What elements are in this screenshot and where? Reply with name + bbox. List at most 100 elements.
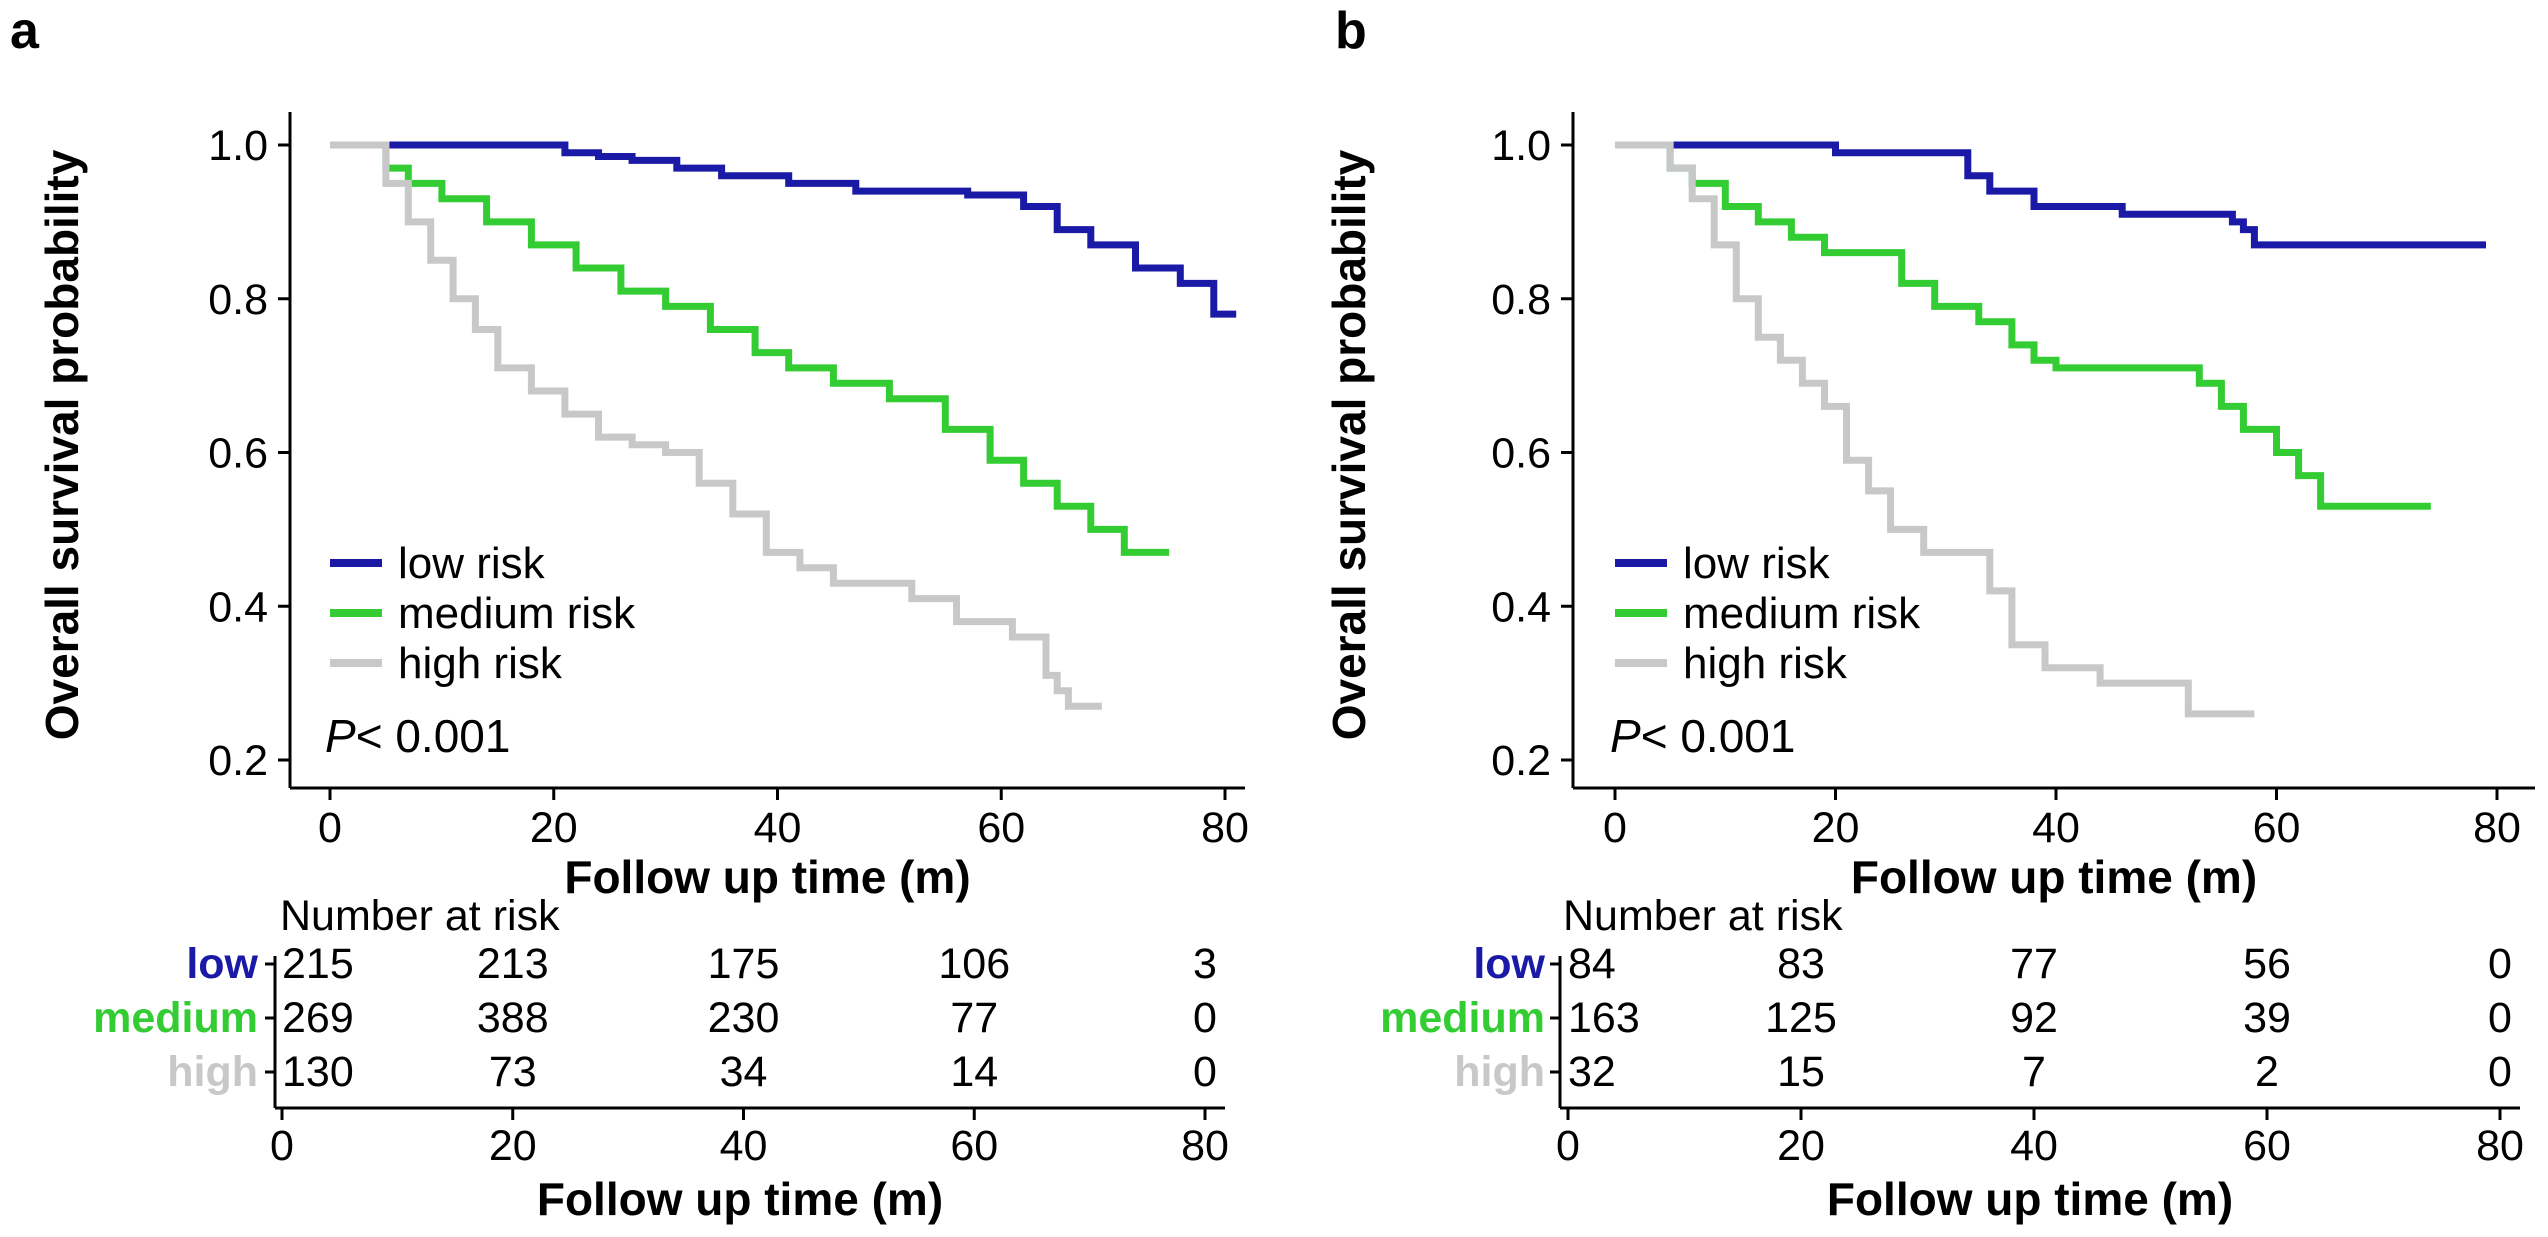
risk-count: 230 [708,994,780,1042]
x-tick-label: 60 [977,804,1025,852]
panel-letter: a [10,2,40,60]
y-axis-title: Overall survival probability [36,149,88,740]
p-value-text: < 0.001 [356,710,511,762]
legend-label: high risk [1683,639,1848,688]
risk-count: 3 [1193,940,1217,988]
risk-count: 56 [2243,940,2291,988]
x-tick-label: 80 [2473,804,2521,852]
risk-x-tick-label: 0 [270,1122,294,1170]
survival-curve-low [1615,141,2486,249]
risk-count: 39 [2243,994,2291,1042]
risk-count: 14 [950,1048,998,1096]
risk-count: 125 [1765,994,1837,1042]
risk-row-label-high: high [167,1048,258,1096]
risk-count: 92 [2010,994,2058,1042]
survival-curve-medium [1615,141,2431,510]
legend-label: low risk [398,539,546,588]
p-value-text: < 0.001 [1641,710,1796,762]
risk-count: 73 [489,1048,537,1096]
p-value-symbol: P [325,710,356,762]
legend-label: low risk [1683,539,1831,588]
p-value: P< 0.001 [325,710,510,762]
risk-x-tick-label: 40 [720,1122,768,1170]
y-tick-label: 1.0 [1491,122,1551,170]
risk-count: 0 [1193,994,1217,1042]
risk-x-axis-title: Follow up time (m) [1827,1173,2233,1225]
risk-count: 2 [2255,1048,2279,1096]
survival-curve-high [1615,141,2255,718]
y-tick-label: 0.4 [1491,583,1551,631]
risk-count: 0 [2488,1048,2512,1096]
risk-count: 388 [477,994,549,1042]
risk-count: 7 [2022,1048,2046,1096]
risk-count: 34 [720,1048,768,1096]
risk-table: Number at risk low 215 213 175 106 3 medium 269 3… [93,892,1229,1225]
x-tick-label: 40 [2032,804,2080,852]
panel-letter: b [1335,2,1367,60]
risk-count: 15 [1777,1048,1825,1096]
risk-table-title: Number at risk [1563,892,1843,940]
y-tick-label: 0.6 [1491,430,1551,478]
y-tick-label: 0.8 [1491,276,1551,324]
risk-x-tick-label: 60 [950,1122,998,1170]
x-tick-label: 40 [754,804,802,852]
x-axis-title: Follow up time (m) [1851,851,2257,903]
risk-count: 77 [950,994,998,1042]
x-tick-label: 0 [318,804,342,852]
legend-label: medium risk [1683,589,1921,638]
x-tick-label: 0 [1603,804,1627,852]
x-tick-label: 20 [530,804,578,852]
risk-row-label-medium: medium [1380,994,1545,1042]
risk-count: 32 [1568,1048,1616,1096]
risk-row-label-low: low [1473,940,1545,988]
panel-a: a 0.2 0.4 0.6 0.8 1.0 0 20 40 60 80 Overall surviva… [10,2,1249,1225]
risk-table-title: Number at risk [280,892,560,940]
x-axis-title: Follow up time (m) [564,851,970,903]
risk-count: 0 [2488,994,2512,1042]
risk-count: 84 [1568,940,1616,988]
x-tick-label: 20 [1812,804,1860,852]
y-tick-label: 0.2 [208,737,268,785]
y-axis-title: Overall survival probability [1323,149,1375,740]
legend-label: medium risk [398,589,636,638]
x-tick-label: 60 [2253,804,2301,852]
survival-curve-medium [330,141,1170,556]
y-tick-label: 0.4 [208,583,268,631]
p-value: P< 0.001 [1610,710,1795,762]
risk-x-tick-label: 20 [1777,1122,1825,1170]
y-tick-label: 0.8 [208,276,268,324]
risk-count: 106 [938,940,1010,988]
x-tick-label: 80 [1201,804,1249,852]
risk-count: 83 [1777,940,1825,988]
risk-x-tick-label: 0 [1556,1122,1580,1170]
y-tick-label: 0.6 [208,430,268,478]
legend-label: high risk [398,639,563,688]
risk-x-axis-title: Follow up time (m) [537,1173,943,1225]
survival-curve-high [330,141,1102,710]
y-tick-label: 0.2 [1491,737,1551,785]
p-value-symbol: P [1610,710,1641,762]
risk-count: 0 [1193,1048,1217,1096]
risk-x-tick-label: 60 [2243,1122,2291,1170]
risk-x-tick-label: 40 [2010,1122,2058,1170]
risk-count: 163 [1568,994,1640,1042]
risk-row-label-low: low [186,940,258,988]
risk-x-tick-label: 80 [1181,1122,1229,1170]
survival-curve-low [330,141,1237,318]
risk-count: 215 [282,940,354,988]
risk-count: 0 [2488,940,2512,988]
risk-row-label-medium: medium [93,994,258,1042]
risk-count: 213 [477,940,549,988]
y-tick-label: 1.0 [208,122,268,170]
risk-x-tick-label: 20 [489,1122,537,1170]
risk-count: 130 [282,1048,354,1096]
risk-count: 175 [708,940,780,988]
risk-count: 269 [282,994,354,1042]
risk-x-tick-label: 80 [2476,1122,2524,1170]
risk-count: 77 [2010,940,2058,988]
risk-table: Number at risk low 84 83 77 56 0 medium 163 125 92… [1380,892,2524,1225]
risk-row-label-high: high [1454,1048,1545,1096]
